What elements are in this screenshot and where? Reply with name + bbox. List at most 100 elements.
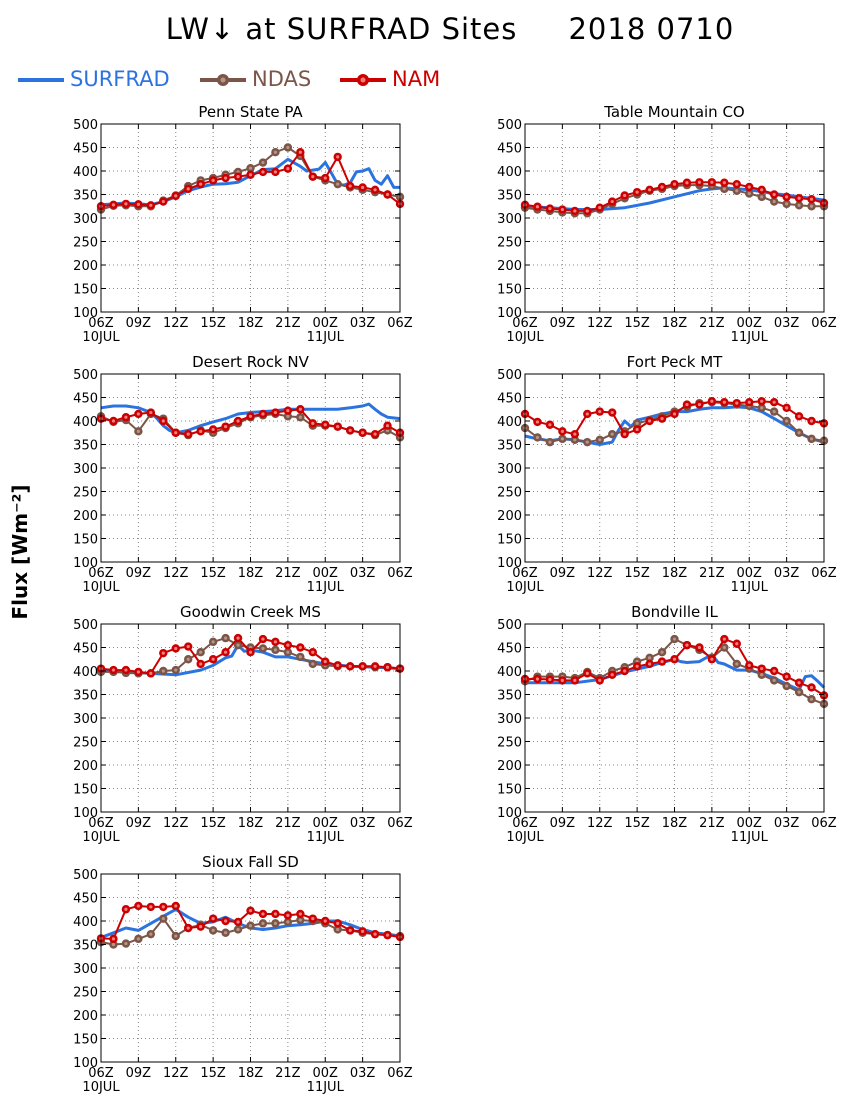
y-tick-label: 150 [497, 283, 522, 298]
y-tick-label: 500 [497, 368, 522, 383]
y-tick-label: 200 [73, 1009, 98, 1024]
y-tick-label: 300 [497, 212, 522, 227]
data-point-center-ndas [174, 934, 178, 938]
panel-title: Bondville IL [631, 603, 718, 621]
data-point-center-ndas [174, 668, 178, 672]
panel-table-mountain-co: 100 150 200 250 300 350 400 450 500 06Z 09Z 12Z 15Z 1… [497, 103, 837, 345]
x-day-label: 10JUL [506, 330, 544, 345]
y-tick-label: 500 [497, 118, 522, 133]
title-left: LW↓ at SURFRAD Sites [165, 12, 518, 46]
data-point-center-nam [323, 423, 327, 427]
y-tick-label: 350 [497, 439, 522, 454]
y-tick-label: 350 [497, 189, 522, 204]
y-tick-label: 350 [73, 939, 98, 954]
data-point-center-ndas [286, 920, 290, 924]
data-point-center-nam [361, 929, 365, 933]
x-tick-label: 03Z [774, 566, 800, 581]
data-point-center-nam [136, 202, 140, 206]
x-tick-label: 15Z [200, 316, 226, 331]
data-point-center-nam [211, 427, 215, 432]
data-point-center-ndas [573, 438, 577, 442]
x-day-label: 10JUL [82, 1080, 120, 1095]
data-point-center-nam [211, 657, 215, 661]
x-tick-label: 12Z [587, 566, 613, 581]
data-point-center-nam [797, 414, 801, 418]
y-tick-label: 350 [497, 689, 522, 704]
data-point-center-nam [236, 636, 240, 640]
y-tick-label: 450 [497, 392, 522, 407]
x-tick-label: 12Z [163, 1066, 189, 1081]
data-point-center-ndas [735, 662, 739, 666]
data-point-center-nam [124, 202, 128, 206]
data-point-center-nam [772, 192, 776, 197]
legend-swatch-ndas [200, 74, 246, 86]
data-point-center-nam [286, 409, 290, 413]
data-point-center-nam [323, 660, 327, 664]
y-tick-label: 150 [497, 533, 522, 548]
x-tick-label: 12Z [163, 316, 189, 331]
data-point-center-nam [635, 427, 639, 432]
data-point-center-ndas [273, 648, 278, 652]
x-tick-label: 06Z [88, 566, 114, 581]
data-point-center-nam [361, 431, 365, 435]
x-tick-label: 06Z [387, 566, 413, 581]
x-tick-label: 21Z [699, 566, 725, 581]
data-point-center-nam [573, 432, 577, 436]
data-point-center-nam [361, 664, 365, 668]
data-point-center-nam [286, 643, 290, 647]
data-point-center-nam [535, 677, 540, 681]
data-point-center-nam [298, 912, 302, 916]
data-point-center-nam [161, 199, 165, 204]
data-point-center-nam [660, 660, 664, 664]
data-point-center-nam [797, 196, 801, 200]
y-tick-label: 300 [73, 462, 98, 477]
y-tick-label: 350 [73, 689, 98, 704]
x-tick-label: 09Z [126, 316, 152, 331]
data-point-center-nam [735, 182, 739, 186]
x-tick-label: 18Z [238, 316, 264, 331]
data-point-center-ndas [336, 927, 340, 932]
data-point-center-ndas [772, 410, 776, 414]
data-point-center-nam [560, 429, 564, 433]
data-point-center-nam [298, 407, 302, 411]
y-tick-label: 250 [73, 236, 98, 251]
data-point-center-nam [385, 933, 390, 937]
data-point-center-nam [598, 206, 602, 210]
data-point-center-nam [373, 188, 377, 192]
data-point-center-ndas [236, 927, 240, 932]
x-tick-label: 21Z [275, 816, 301, 831]
x-tick-label: 18Z [662, 566, 688, 581]
x-tick-label: 09Z [126, 1066, 152, 1081]
x-tick-label: 00Z [737, 816, 763, 831]
y-tick-label: 300 [497, 462, 522, 477]
data-point-center-nam [124, 668, 128, 672]
data-point-center-ndas [610, 432, 614, 436]
data-point-center-nam [348, 664, 352, 668]
data-point-center-ndas [298, 655, 302, 659]
y-tick-label: 100 [73, 306, 98, 321]
data-point-center-nam [598, 678, 602, 683]
legend-swatch-surfrad [18, 78, 64, 82]
x-tick-label: 03Z [350, 816, 376, 831]
data-point-center-nam [735, 401, 739, 405]
data-point-center-nam [760, 667, 764, 671]
data-point-center-ndas [772, 199, 776, 204]
data-point-center-ndas [809, 697, 814, 701]
data-point-center-nam [199, 662, 203, 666]
x-tick-label: 18Z [238, 1066, 264, 1081]
y-tick-label: 100 [497, 556, 522, 571]
data-point-center-nam [548, 423, 552, 427]
y-tick-label: 100 [497, 806, 522, 821]
data-point-center-nam [199, 925, 203, 929]
data-point-center-nam [161, 419, 165, 423]
data-point-center-nam [585, 671, 589, 675]
data-point-center-nam [747, 663, 751, 667]
x-tick-label: 06Z [88, 1066, 114, 1081]
data-point-center-nam [248, 173, 253, 177]
y-tick-label: 500 [73, 368, 98, 383]
x-day-label: 11JUL [731, 580, 769, 595]
y-tick-label: 250 [73, 486, 98, 501]
data-point-center-ndas [261, 160, 265, 165]
y-tick-label: 450 [497, 642, 522, 657]
data-point-center-nam [747, 185, 751, 189]
